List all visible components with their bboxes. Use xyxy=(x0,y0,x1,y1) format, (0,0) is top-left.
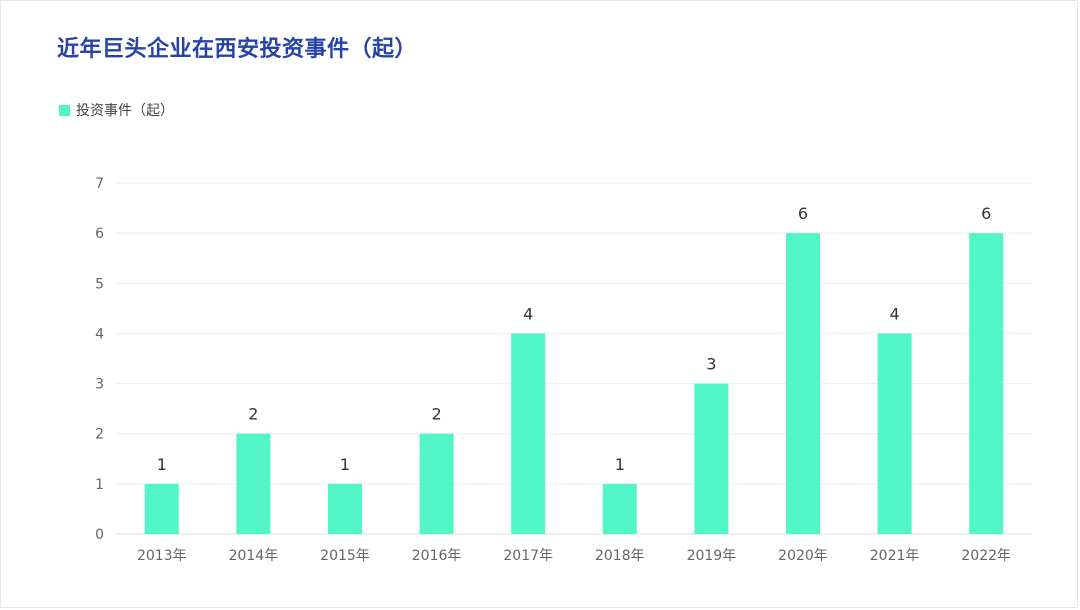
data-label: 1 xyxy=(615,455,625,474)
data-labels: 1 2 1 2 4 1 3 6 4 6 xyxy=(157,204,992,474)
x-tick-label: 2019年 xyxy=(687,548,737,564)
data-label: 4 xyxy=(890,304,900,323)
x-axis-ticks: 2013年 2014年 2015年 2016年 2017年 2018年 2019年 2020年… xyxy=(137,548,1011,564)
x-tick-label: 2018年 xyxy=(595,548,645,564)
y-tick-label: 4 xyxy=(95,326,104,342)
y-tick-label: 0 xyxy=(95,527,104,543)
bar-2017年[interactable] xyxy=(511,333,546,534)
x-tick-label: 2017年 xyxy=(503,548,553,564)
data-label: 2 xyxy=(432,405,442,424)
bar-2022年[interactable] xyxy=(969,233,1004,534)
legend-label: 投资事件（起） xyxy=(76,103,174,119)
y-tick-label: 1 xyxy=(95,477,104,493)
chart-title: 近年巨头企业在西安投资事件（起） xyxy=(57,37,418,62)
bar-2016年[interactable] xyxy=(419,433,454,534)
data-label: 6 xyxy=(981,204,991,223)
x-tick-label: 2020年 xyxy=(778,548,828,564)
bar-2015年[interactable] xyxy=(328,483,362,534)
x-tick-label: 2014年 xyxy=(229,548,279,564)
bar-2014年[interactable] xyxy=(236,433,271,534)
bar-2021年[interactable] xyxy=(877,333,912,534)
x-tick-label: 2021年 xyxy=(870,548,920,564)
x-tick-label: 2013年 xyxy=(137,548,187,564)
bar-2018年[interactable] xyxy=(602,483,637,534)
x-tick-label: 2015年 xyxy=(320,548,370,564)
x-tick-label: 2022年 xyxy=(961,548,1011,564)
bar-2020年[interactable] xyxy=(786,233,820,534)
data-label: 2 xyxy=(248,405,258,424)
y-tick-label: 7 xyxy=(95,176,104,192)
data-label: 1 xyxy=(340,455,350,474)
x-tick-label: 2016年 xyxy=(412,548,462,564)
y-tick-label: 2 xyxy=(95,427,104,443)
y-tick-label: 5 xyxy=(95,276,104,292)
bars xyxy=(144,233,1004,534)
legend-swatch xyxy=(59,104,70,116)
y-axis-ticks: 0 1 2 3 4 5 6 7 xyxy=(95,176,104,543)
legend[interactable]: 投资事件（起） xyxy=(59,100,174,120)
data-label: 3 xyxy=(706,355,716,374)
y-tick-label: 6 xyxy=(95,226,104,242)
bar-2019年[interactable] xyxy=(694,383,729,534)
data-label: 1 xyxy=(157,455,167,474)
bar-2013年[interactable] xyxy=(144,483,179,534)
data-label: 4 xyxy=(523,304,533,323)
data-label: 6 xyxy=(798,204,808,223)
y-tick-label: 3 xyxy=(95,377,104,393)
